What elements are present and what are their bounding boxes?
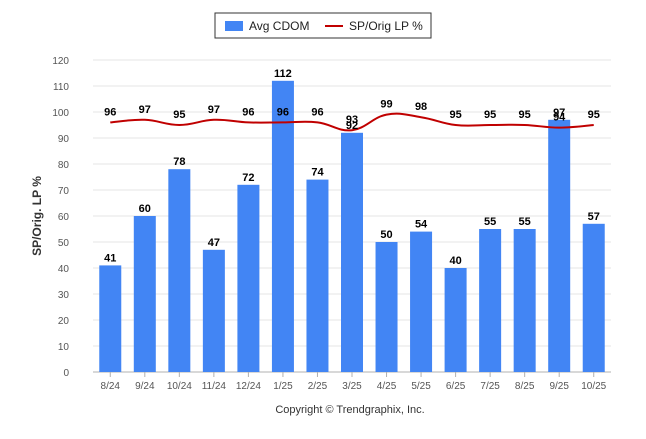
bar-avg-cdom xyxy=(341,132,363,372)
y-tick-label: 80 xyxy=(58,160,70,171)
x-tick-label: 3/25 xyxy=(342,381,362,392)
bar-avg-cdom xyxy=(582,223,605,372)
y-tick-label: 60 xyxy=(58,212,70,223)
bar-avg-cdom xyxy=(168,169,191,372)
x-tick-label: 10/24 xyxy=(167,381,192,392)
bar-value-label: 57 xyxy=(588,211,600,223)
bar-avg-cdom xyxy=(237,184,260,372)
legend-label-sp-orig-lp: SP/Orig LP % xyxy=(349,19,423,33)
bar-value-label: 92 xyxy=(346,120,358,132)
line-value-label: 95 xyxy=(449,109,461,121)
y-tick-label: 10 xyxy=(58,342,70,353)
line-value-label: 97 xyxy=(208,104,220,116)
line-value-label: 95 xyxy=(519,109,531,121)
bar-value-label: 78 xyxy=(173,156,185,168)
x-tick-label: 6/25 xyxy=(446,381,466,392)
bar-avg-cdom xyxy=(306,179,329,372)
x-tick-label: 10/25 xyxy=(581,381,606,392)
y-axis-title: SP/Orig. LP % xyxy=(30,176,44,256)
y-tick-label: 50 xyxy=(58,238,70,249)
copyright-credit: Copyright © Trendgraphix, Inc. xyxy=(275,404,424,416)
line-value-label: 96 xyxy=(104,106,116,118)
bar-value-label: 74 xyxy=(311,167,324,179)
bar-avg-cdom xyxy=(410,231,433,372)
line-value-label: 93 xyxy=(346,114,358,126)
bar-value-label: 72 xyxy=(242,172,254,184)
x-tick-label: 2/25 xyxy=(308,381,328,392)
x-tick-label: 8/24 xyxy=(101,381,121,392)
line-value-label: 97 xyxy=(139,104,151,116)
bar-value-label: 41 xyxy=(104,252,116,264)
bar-value-label: 97 xyxy=(553,107,565,119)
x-tick-label: 12/24 xyxy=(236,381,261,392)
line-value-label: 96 xyxy=(311,106,323,118)
bar-avg-cdom xyxy=(271,80,294,373)
line-value-label: 95 xyxy=(484,109,496,121)
line-value-label: 95 xyxy=(173,109,185,121)
bar-avg-cdom xyxy=(202,249,225,372)
line-value-label: 95 xyxy=(588,109,600,121)
y-tick-label: 30 xyxy=(58,290,70,301)
line-value-label: 96 xyxy=(242,106,254,118)
legend-bar-swatch xyxy=(225,21,243,31)
bar-avg-cdom xyxy=(133,216,156,372)
x-tick-label: 9/25 xyxy=(549,381,569,392)
legend: Avg CDOM SP/Orig LP % xyxy=(214,12,432,39)
bar-avg-cdom xyxy=(375,242,398,372)
y-tick-label: 20 xyxy=(58,316,70,327)
x-tick-label: 11/24 xyxy=(202,381,227,392)
y-tick-label: 90 xyxy=(58,134,70,145)
x-tick-label: 4/25 xyxy=(377,381,397,392)
bar-value-label: 54 xyxy=(415,219,428,231)
y-tick-label: 120 xyxy=(52,56,69,67)
line-value-label: 98 xyxy=(415,101,427,113)
x-tick-label: 5/25 xyxy=(411,381,431,392)
bar-avg-cdom xyxy=(99,265,122,372)
line-value-label: 94 xyxy=(553,112,566,124)
x-tick-label: 1/25 xyxy=(273,381,293,392)
bar-value-label: 55 xyxy=(484,216,496,228)
line-value-label: 96 xyxy=(277,106,289,118)
bar-value-label: 47 xyxy=(208,237,220,249)
y-tick-label: 110 xyxy=(53,82,69,93)
y-tick-label: 70 xyxy=(58,186,70,197)
y-tick-label: 40 xyxy=(58,264,70,275)
line-layer xyxy=(110,112,594,132)
bar-value-label: 40 xyxy=(449,255,461,267)
bar-value-label: 60 xyxy=(139,203,151,215)
bar-avg-cdom xyxy=(513,229,536,372)
line-value-label: 99 xyxy=(380,99,392,111)
bar-avg-cdom xyxy=(479,229,502,372)
bar-value-label: 55 xyxy=(519,216,531,228)
bar-avg-cdom xyxy=(444,268,467,372)
y-tick-label: 0 xyxy=(63,368,69,379)
legend-label-avg-cdom: Avg CDOM xyxy=(249,19,309,33)
bar-avg-cdom xyxy=(548,119,571,372)
bar-value-label: 50 xyxy=(380,229,392,241)
x-tick-label: 8/25 xyxy=(515,381,535,392)
x-tick-label: 7/25 xyxy=(480,381,500,392)
line-sp-orig-lp xyxy=(110,112,594,132)
bar-value-label: 112 xyxy=(274,68,292,80)
x-tick-label: 9/24 xyxy=(135,381,155,392)
y-tick-label: 100 xyxy=(52,108,69,119)
bar-layer xyxy=(99,80,605,373)
legend-box xyxy=(214,12,432,39)
